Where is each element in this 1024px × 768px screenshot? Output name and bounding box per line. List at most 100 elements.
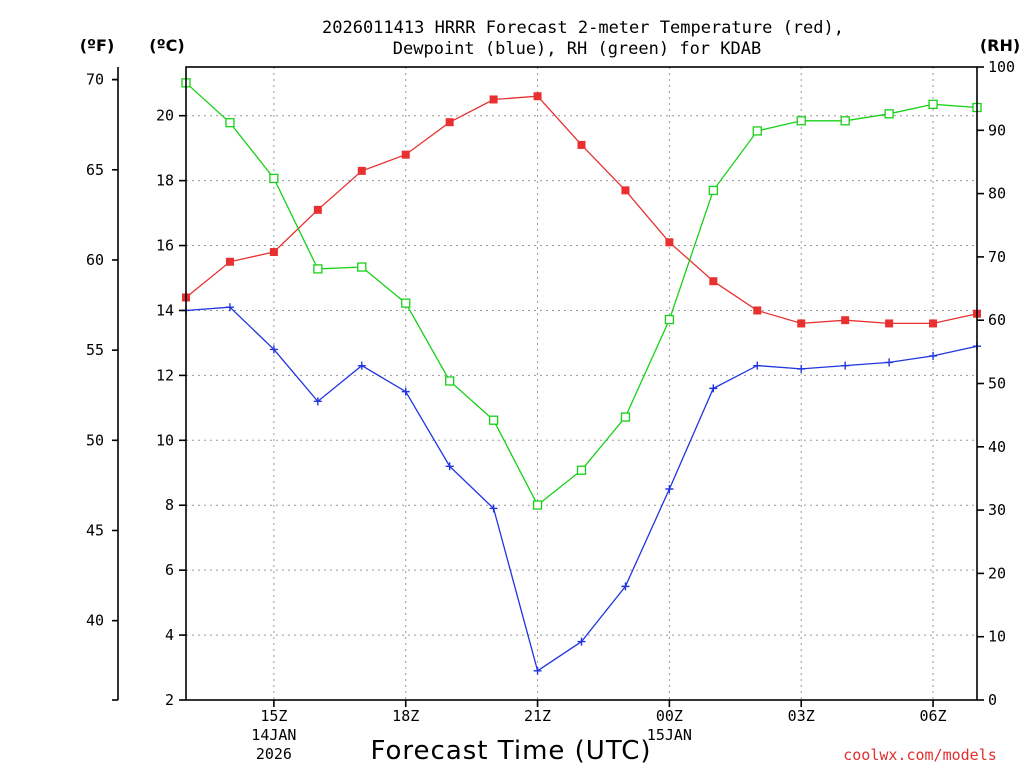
x-tick-label: 03Z [788,707,815,725]
dewpoint-point [313,397,322,406]
rh-point [445,376,455,386]
temperature-point [929,319,938,328]
x-tick-date-label: 14JAN [251,726,296,744]
rh-tick-label: 40 [988,438,1006,456]
temperature-point [313,205,322,214]
dewpoint-point [225,303,234,312]
dewpoint-point [841,361,850,370]
temperature-point [533,92,542,101]
temperature-point [445,118,454,127]
dewpoint-point [445,462,454,471]
celsius-tick-label: 6 [165,561,174,579]
rh-tick-label: 70 [988,248,1006,266]
dewpoint-point [753,361,762,370]
credit-label: coolwx.com/models [843,746,997,764]
rh-tick-label: 60 [988,311,1006,329]
fahrenheit-unit-label: (ºF) [80,36,115,55]
plot-frame [185,66,978,701]
dewpoint-point [357,361,366,370]
celsius-tick-label: 4 [165,626,174,644]
chart-title-line1: 2026011413 HRRR Forecast 2-meter Tempera… [322,18,844,38]
celsius-tick-label: 2 [165,691,174,709]
fahrenheit-tick-label: 45 [86,521,104,539]
series-group [181,78,982,675]
temperature-line [185,95,978,325]
fahrenheit-tick-label: 40 [86,612,104,630]
fahrenheit-tick-label: 50 [86,431,104,449]
temperature-point [269,248,278,257]
celsius-unit-label: (ºC) [149,36,184,55]
dewpoint-point [621,582,630,591]
temperature-point [577,140,586,149]
dewpoint-point [929,351,938,360]
temperature-point [885,319,894,328]
tick-labels: 2 4 6 8 10 12 14 16 18 20 40 45 50 55 60 65 70 0 10 20 30 40 5… [86,58,1015,763]
rh-tick-label: 10 [988,628,1006,646]
dewpoint-point [533,666,542,675]
dewpoint-point [797,364,806,373]
rh-point [928,99,938,109]
dewpoint-point [269,345,278,354]
rh-point [664,314,675,325]
rh-point [225,118,235,128]
celsius-tick-label: 18 [156,172,174,190]
temperature-point [665,238,674,247]
rh-point [357,262,367,272]
dewpoint-point [885,358,894,367]
rh-tick-label: 90 [988,121,1006,139]
rh-point [620,412,631,422]
celsius-tick-label: 8 [165,496,174,514]
dewpoint-point [401,387,410,396]
temperature-point [357,166,366,175]
rh-point [884,109,894,119]
chart-title-line2: Dewpoint (blue), RH (green) for KDAB [393,39,761,59]
temperature-point [753,306,762,315]
fahrenheit-tick-label: 55 [86,341,104,359]
x-tick-label: 21Z [524,707,551,725]
temperature-point [621,186,630,195]
rh-point [401,298,411,308]
celsius-tick-label: 14 [156,301,174,319]
rh-unit-label: (RH) [980,36,1020,55]
temperature-point [841,316,850,325]
rh-tick-label: 20 [988,564,1006,582]
x-axis-title: Forecast Time (UTC) [370,736,651,766]
temperature-point [225,257,234,266]
dewpoint-point [709,384,718,393]
grid [186,67,977,700]
rh-tick-label: 100 [988,58,1015,76]
rh-tick-label: 80 [988,185,1006,203]
dewpoint-point [489,504,498,513]
rh-point [269,173,279,184]
axes [112,66,984,707]
celsius-tick-label: 16 [156,237,174,255]
dewpoint-point [577,637,586,646]
temperature-point [797,319,806,328]
x-tick-year-label: 2026 [256,745,292,763]
celsius-tick-label: 20 [156,107,174,125]
rh-tick-label: 50 [988,375,1006,393]
x-tick-label: 18Z [392,707,419,725]
fahrenheit-tick-label: 65 [86,161,104,179]
rh-point [488,415,499,425]
x-tick-label: 00Z [656,707,683,725]
rh-point [576,465,587,475]
celsius-tick-label: 10 [156,431,174,449]
temperature-point [489,95,498,104]
fahrenheit-tick-label: 60 [86,251,104,269]
rh-tick-label: 30 [988,501,1006,519]
rh-point [796,116,806,126]
rh-point [840,116,850,126]
celsius-tick-label: 12 [156,366,174,384]
dewpoint-line [185,306,978,672]
dewpoint-point [665,485,674,493]
rh-point [532,500,543,510]
temperature-point [401,150,410,159]
x-tick-label: 15Z [260,707,287,725]
rh-point [708,185,718,196]
rh-point [752,126,762,136]
fahrenheit-tick-label: 70 [86,71,104,89]
rh-point [313,264,323,274]
temperature-point [709,277,718,286]
